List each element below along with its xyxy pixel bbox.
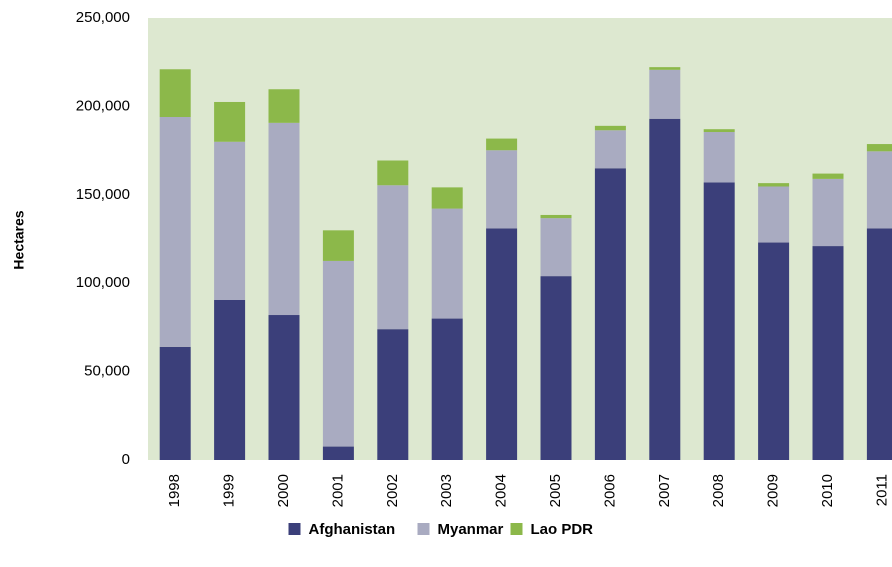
- bar-segment: [758, 186, 790, 243]
- legend-label: Lao PDR: [531, 521, 594, 538]
- bar-segment: [214, 101, 246, 142]
- y-tick-label: 100,000: [76, 274, 130, 291]
- bar-segment: [486, 138, 518, 151]
- x-tick-label: 2003: [438, 474, 455, 507]
- bar-segment: [594, 168, 626, 460]
- x-tick-label: 2006: [601, 474, 618, 507]
- bar-segment: [431, 318, 463, 460]
- x-tick-label: 2010: [819, 474, 836, 507]
- bar-segment: [866, 151, 892, 229]
- x-tick-label: 2008: [710, 474, 727, 507]
- y-tick-label: 250,000: [76, 9, 130, 26]
- legend-swatch: [510, 523, 523, 535]
- y-tick-label: 50,000: [84, 363, 130, 380]
- bar-segment: [540, 276, 572, 460]
- bar-segment: [703, 129, 735, 133]
- bar-segment: [214, 299, 246, 460]
- bar-segment: [812, 178, 844, 247]
- bar-segment: [540, 214, 572, 219]
- x-tick-label: 2005: [547, 474, 564, 507]
- y-tick-label: 0: [122, 451, 130, 468]
- bar-segment: [649, 118, 681, 460]
- bar-segment: [159, 346, 191, 460]
- bar-segment: [431, 187, 463, 209]
- y-axis-label: Hectares: [11, 210, 27, 269]
- bar-segment: [812, 246, 844, 460]
- bar-segment: [377, 160, 409, 186]
- bar-segment: [431, 208, 463, 319]
- bar-segment: [268, 315, 300, 460]
- bar-segment: [377, 185, 409, 330]
- legend-label: Myanmar: [438, 521, 504, 538]
- bar-segment: [866, 144, 892, 152]
- legend-swatch: [288, 523, 301, 535]
- bar-segment: [268, 122, 300, 316]
- x-tick-label: 1998: [166, 474, 183, 507]
- x-tick-label: 2000: [275, 474, 292, 507]
- bar-segment: [214, 141, 246, 300]
- bar-segment: [268, 89, 300, 123]
- legend-swatch: [417, 523, 430, 535]
- bar-segment: [649, 67, 681, 70]
- bar-segment: [486, 150, 518, 229]
- bar-segment: [322, 446, 354, 460]
- bar-segment: [866, 228, 892, 460]
- x-tick-label: 2004: [493, 474, 510, 507]
- bar-segment: [649, 69, 681, 119]
- bar-segment: [758, 183, 790, 187]
- bar-segment: [159, 117, 191, 347]
- x-tick-label: 2007: [656, 474, 673, 507]
- bar-segment: [812, 173, 844, 179]
- bar-segment: [703, 182, 735, 460]
- bar-segment: [322, 230, 354, 261]
- x-tick-label: 2002: [384, 474, 401, 507]
- y-tick-label: 150,000: [76, 186, 130, 203]
- bar-segment: [540, 218, 572, 277]
- x-tick-label: 2009: [765, 474, 782, 507]
- bar-segment: [703, 132, 735, 183]
- y-tick-label: 200,000: [76, 97, 130, 114]
- bar-segment: [159, 69, 191, 118]
- bar-segment: [594, 130, 626, 169]
- bar-segment: [377, 329, 409, 460]
- x-tick-label: 2011: [873, 474, 890, 506]
- x-tick-label: 2001: [329, 474, 346, 507]
- bar-segment: [594, 125, 626, 131]
- bar-segment: [758, 242, 790, 460]
- bar-segment: [322, 260, 354, 447]
- legend-label: Afghanistan: [309, 521, 396, 538]
- x-tick-label: 1999: [221, 474, 238, 507]
- bar-segment: [486, 228, 518, 460]
